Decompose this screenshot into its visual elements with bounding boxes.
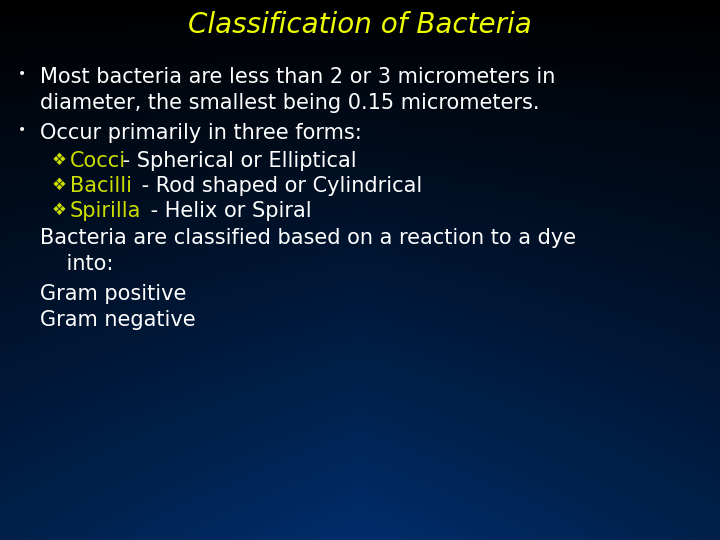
Text: Bacilli: Bacilli bbox=[70, 176, 132, 196]
Text: Most bacteria are less than 2 or 3 micrometers in: Most bacteria are less than 2 or 3 micro… bbox=[40, 67, 555, 87]
Text: Cocci: Cocci bbox=[70, 151, 126, 171]
Text: Occur primarily in three forms:: Occur primarily in three forms: bbox=[40, 123, 361, 143]
Text: ❖: ❖ bbox=[52, 151, 67, 169]
Text: Bacteria are classified based on a reaction to a dye: Bacteria are classified based on a react… bbox=[40, 228, 576, 248]
Text: ❖: ❖ bbox=[52, 176, 67, 194]
Text: Gram negative: Gram negative bbox=[40, 310, 196, 330]
Text: - Rod shaped or Cylindrical: - Rod shaped or Cylindrical bbox=[135, 176, 423, 196]
Text: Gram positive: Gram positive bbox=[40, 284, 186, 304]
Text: - Spherical or Elliptical: - Spherical or Elliptical bbox=[117, 151, 357, 171]
Text: into:: into: bbox=[40, 254, 113, 274]
Text: diameter, the smallest being 0.15 micrometers.: diameter, the smallest being 0.15 microm… bbox=[40, 93, 539, 113]
Text: •: • bbox=[18, 123, 26, 137]
Text: •: • bbox=[18, 67, 26, 81]
Text: Classification of Bacteria: Classification of Bacteria bbox=[188, 11, 532, 39]
Text: Spirilla: Spirilla bbox=[70, 201, 141, 221]
Text: ❖: ❖ bbox=[52, 201, 67, 219]
Text: - Helix or Spiral: - Helix or Spiral bbox=[145, 201, 312, 221]
